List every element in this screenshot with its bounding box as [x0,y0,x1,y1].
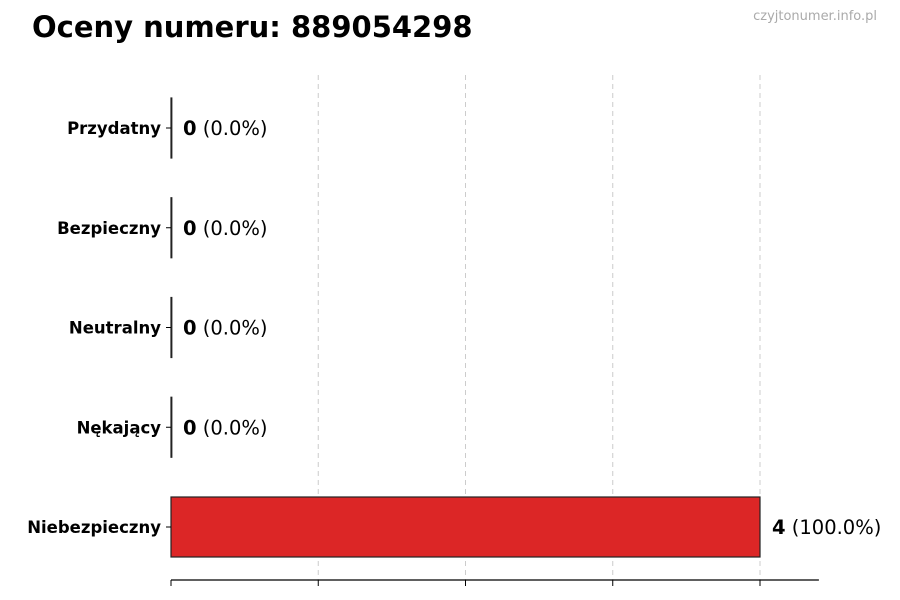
category-label: Niebezpieczny [27,518,161,537]
value-label: 0 (0.0%) [183,117,268,140]
value-count: 0 [183,317,197,340]
value-percent: (0.0%) [197,317,268,340]
bar [170,396,173,458]
watermark: czyjtonumer.info.pl [753,9,877,24]
category-label: Przydatny [67,119,161,138]
value-label: 0 (0.0%) [183,416,268,439]
bar [170,296,173,359]
value-count: 0 [183,117,197,140]
value-count: 0 [183,217,197,240]
category-label: Bezpieczny [57,219,161,238]
category-label: Nękający [77,418,162,437]
value-count: 0 [183,416,197,439]
value-percent: (0.0%) [197,117,268,140]
value-percent: (0.0%) [197,416,268,439]
bar [170,97,173,159]
value-label: 4 (100.0%) [772,516,881,539]
value-percent: (0.0%) [197,217,268,240]
chart-title: Oceny numeru: 889054298 [32,10,473,44]
category-label: Neutralny [69,319,161,338]
value-label: 0 (0.0%) [183,217,268,240]
value-percent: (100.0%) [786,516,882,539]
value-label: 0 (0.0%) [183,317,268,340]
bar [170,197,173,259]
bar [170,496,761,558]
value-count: 4 [772,516,786,539]
